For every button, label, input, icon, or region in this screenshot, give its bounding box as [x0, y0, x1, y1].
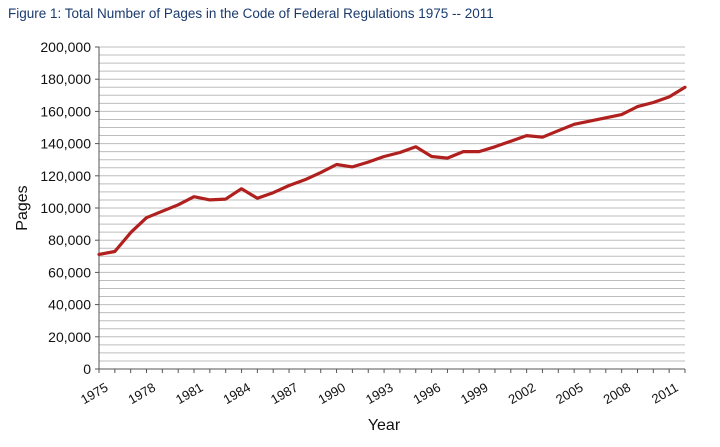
y-tick-label: 80,000: [48, 232, 91, 248]
y-tick-label: 0: [83, 361, 91, 377]
y-tick-label: 200,000: [40, 39, 91, 55]
y-tick-label: 160,000: [40, 103, 91, 119]
x-tick-label: 2005: [553, 380, 586, 407]
series-line: [97, 85, 687, 256]
x-tick-label: 1978: [125, 380, 158, 407]
y-tick-label: 140,000: [40, 136, 91, 152]
x-tick-label: 1999: [458, 380, 491, 407]
y-tick-label: 100,000: [40, 200, 91, 216]
x-tick-label: 1993: [363, 380, 396, 407]
x-tick-label: 1981: [173, 380, 206, 407]
y-tick-label: 120,000: [40, 168, 91, 184]
y-tick-label: 40,000: [48, 297, 91, 313]
x-tick-label: 1996: [411, 380, 444, 407]
x-tick-label: 1990: [316, 380, 349, 407]
x-tick-label: 1984: [220, 380, 253, 407]
x-tick-label: 2002: [506, 380, 539, 407]
x-tick-label: 2011: [649, 380, 681, 407]
chart-title: Figure 1: Total Number of Pages in the C…: [8, 6, 494, 21]
x-tick-label: 1987: [268, 380, 301, 407]
y-axis-label: Pages: [14, 185, 31, 230]
x-tick-label: 1975: [78, 380, 111, 407]
y-tick-label: 20,000: [48, 329, 91, 345]
y-tick-label: 60,000: [48, 264, 91, 280]
y-tick-label: 180,000: [40, 71, 91, 87]
x-axis-label: Year: [368, 417, 401, 434]
x-tick-label: 2008: [601, 380, 634, 407]
